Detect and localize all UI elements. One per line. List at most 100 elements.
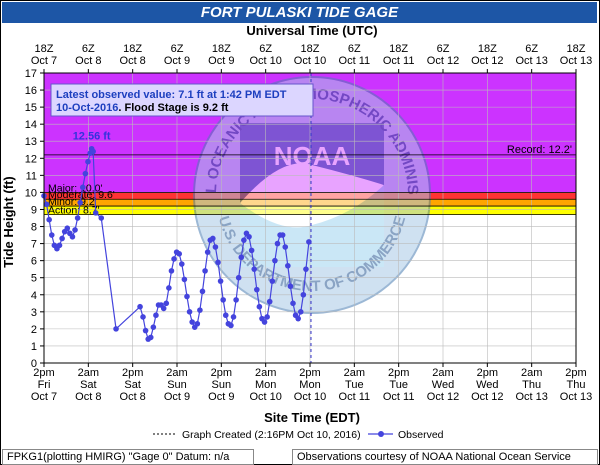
legend-created-label: Graph Created (2:16PM Oct 10, 2016) [182, 429, 361, 441]
x-tick-top-date: Oct 7 [31, 55, 57, 67]
observed-point [282, 244, 289, 250]
y-tick-label: 5 [31, 273, 37, 285]
observed-point [204, 249, 211, 255]
latest-value-box: Latest observed value: 7.1 ft at 1:42 PM… [50, 83, 314, 117]
observed-point [256, 303, 263, 310]
x-tick-top-time: 18Z [567, 43, 586, 55]
x-tick-label-date: Oct 8 [75, 391, 101, 403]
x-tick-label-time: 2pm [33, 367, 54, 379]
x-tick-label-date: Oct 7 [31, 391, 57, 403]
x-tick-label-day: Tue [389, 379, 408, 391]
observed-point [246, 233, 252, 240]
x-tick-top-time: 18Z [212, 43, 231, 55]
x-tick-label-day: Wed [476, 379, 498, 391]
top-axis-title: Universal Time (UTC) [246, 23, 377, 38]
observed-point [287, 283, 294, 290]
info-date: 10-Oct-2016 [56, 102, 118, 114]
observed-point [77, 199, 84, 206]
observed-point [210, 235, 216, 242]
info-flood-stage: . Flood Stage is 9.2 ft [118, 102, 228, 114]
chart-title: FORT PULASKI TIDE GAGE [2, 2, 597, 23]
info-line-2: 10-Oct-2016. Flood Stage is 9.2 ft [56, 102, 229, 114]
legend-observed-label: Observed [398, 429, 444, 441]
x-tick-label-date: Oct 12 [427, 391, 459, 403]
observed-point [168, 268, 175, 274]
observed-point [217, 278, 224, 284]
x-tick-label-time: 2am [521, 367, 542, 379]
observed-point [179, 261, 185, 267]
x-tick-label-time: 2pm [565, 367, 586, 379]
observed-point [233, 297, 239, 303]
y-tick-label: 14 [25, 119, 37, 131]
y-tick-label: 1 [31, 341, 37, 353]
x-tick-top-date: Oct 8 [120, 55, 146, 67]
x-tick-top-date: Oct 12 [471, 55, 503, 67]
x-tick-label-date: Oct 11 [339, 391, 371, 403]
observed-point [215, 259, 221, 266]
x-tick-label-day: Sat [80, 379, 97, 391]
x-tick-label-day: Fri [38, 379, 51, 391]
observed-point [43, 201, 50, 208]
legend-observed-swatch-dot [378, 431, 384, 437]
observed-point [153, 312, 159, 319]
observed-point [186, 309, 193, 315]
observed-point [248, 247, 255, 254]
x-tick-top-date: Oct 10 [249, 55, 281, 67]
observed-point [142, 327, 149, 334]
observed-point [303, 266, 309, 272]
footer-datum: FPKG1(plotting HMIRG) "Gage 0" Datum: n/… [2, 449, 254, 465]
x-tick-top-date: Oct 10 [294, 55, 326, 67]
observed-point [98, 215, 105, 221]
x-tick-label-date: Oct 11 [383, 391, 415, 403]
x-tick-top-date: Oct 13 [560, 55, 592, 67]
y-tick-label: 2 [31, 324, 37, 336]
x-tick-label-day: Thu [522, 379, 541, 391]
x-tick-label-time: 2am [432, 367, 453, 379]
x-tick-top-time: 6Z [82, 43, 95, 55]
x-tick-top-time: 6Z [259, 43, 272, 55]
observed-point [261, 319, 268, 325]
y-tick-label: 10 [25, 187, 37, 199]
x-tick-top-time: 18Z [301, 43, 320, 55]
x-tick-top-time: 18Z [123, 43, 142, 55]
observed-point [285, 262, 291, 269]
observed-point [48, 232, 55, 238]
observed-point [166, 285, 172, 291]
x-tick-label-day: Mon [255, 379, 276, 391]
y-tick-label: 16 [25, 85, 37, 97]
observed-point [113, 326, 119, 332]
y-tick-label: 3 [31, 307, 37, 319]
observed-point [266, 298, 273, 305]
x-tick-top-date: Oct 9 [208, 55, 234, 67]
x-tick-label-time: 2pm [477, 367, 498, 379]
observed-point [64, 225, 71, 232]
observed-point [74, 215, 81, 221]
observed-point [181, 276, 188, 283]
x-tick-top-date: Oct 13 [515, 55, 547, 67]
x-tick-top-time: 6Z [525, 43, 538, 55]
observed-point [163, 300, 170, 307]
x-tick-top-time: 18Z [35, 43, 54, 55]
observed-point [59, 235, 65, 242]
observed-point [230, 314, 237, 320]
x-tick-label-date: Oct 9 [164, 391, 190, 403]
observed-point [300, 291, 307, 298]
x-tick-label-day: Sat [124, 379, 141, 391]
observed-point [264, 314, 270, 320]
observed-point [222, 312, 229, 319]
observed-point [253, 286, 260, 293]
observed-point [197, 307, 203, 313]
observed-point [140, 314, 146, 320]
peak-label: 12.56 ft [73, 131, 111, 143]
y-tick-label: 15 [25, 102, 37, 114]
x-tick-top-time: 18Z [389, 43, 408, 55]
observed-point [92, 210, 99, 216]
x-tick-label-time: 2am [78, 367, 99, 379]
y-tick-label: 17 [25, 68, 37, 80]
x-tick-label-date: Oct 12 [471, 391, 503, 403]
x-tick-label-time: 2am [344, 367, 365, 379]
y-tick-label: 6 [31, 256, 37, 268]
x-tick-top-time: 6Z [171, 43, 184, 55]
